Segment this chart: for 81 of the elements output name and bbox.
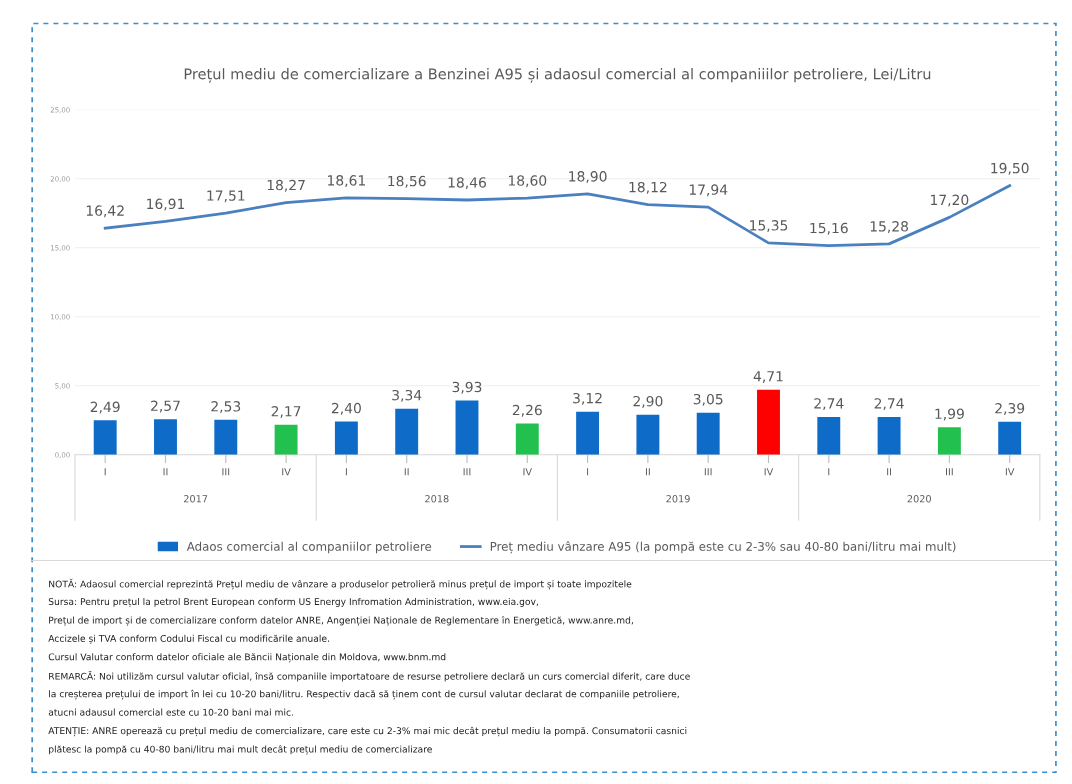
x-tick-label: I bbox=[828, 468, 830, 476]
x-tick-label: II bbox=[404, 468, 409, 476]
x-tick-label: III bbox=[704, 468, 712, 476]
x-tick-label: III bbox=[463, 468, 471, 476]
text: plătesc la pompă cu 40-80 bani/litru mai mult decât prețul mediu de comercializare bbox=[49, 745, 432, 755]
x-tick-label: IV bbox=[1005, 468, 1015, 476]
data-label: 17,20 bbox=[931, 194, 969, 207]
bar bbox=[998, 421, 1022, 455]
x-tick-label: III bbox=[946, 468, 953, 476]
x-tick-label: I bbox=[104, 468, 106, 476]
data-label: 3,34 bbox=[392, 389, 422, 402]
text: ATENȚIE: ANRE operează cu prețul mediu de comercializare, care este cu 2-3% mai mic decât prețul mediu la pompă. Consumatorii casnici bbox=[48, 726, 687, 737]
data-label: 18,90 bbox=[569, 171, 607, 184]
data-label: 2,40 bbox=[331, 402, 361, 415]
x-tick-label: II bbox=[645, 468, 650, 476]
text: Sursa: Pentru prețul la petrol Brent European conform US Energy Infromation Administration, www.eia.gov, bbox=[48, 597, 538, 608]
x-tick-label: I bbox=[587, 468, 589, 476]
data-label: 18,12 bbox=[629, 181, 667, 194]
data-label: 18,46 bbox=[448, 177, 486, 190]
data-label: 3,12 bbox=[573, 392, 602, 405]
legend-label: Preț mediu vânzare A95 (la pompă este cu 2-3% sau 40-80 bani/litru mai mult) bbox=[490, 541, 956, 554]
bar bbox=[274, 424, 298, 455]
data-label: 15,28 bbox=[870, 221, 909, 233]
x-tick-label: III bbox=[222, 468, 230, 476]
bar bbox=[636, 414, 660, 455]
text: la creșterea prețului de import în lei cu 10-20 bani/litru. Respectiv dacă să ținem cont de cursul valutar declarat de companiile petroliere, bbox=[49, 689, 679, 700]
data-label: 2,90 bbox=[633, 395, 663, 408]
text: Prețul de import și de comercializare conform datelor ANRE, Angenției Naționale de Reglementare în Energetică, www.anre.md, bbox=[49, 616, 633, 626]
data-label: 3,93 bbox=[452, 381, 482, 394]
bar bbox=[395, 408, 419, 455]
text: REMARCĂ: Noi utilizăm cursul valutar oficial, însă companiile importatoare de resurse petroliere declară un curs comercial diferit, care duce bbox=[49, 670, 690, 682]
bar bbox=[93, 420, 117, 455]
data-label: 18,60 bbox=[508, 175, 547, 188]
bar bbox=[757, 389, 780, 455]
text: NOTĂ: Adaosul comercial reprezintă Prețul mediu de vânzare a produselor petrolieră minus prețul de import și toate impozitele bbox=[49, 578, 632, 590]
bar bbox=[334, 421, 358, 455]
data-label: 2,26 bbox=[512, 404, 542, 417]
text: 2019 bbox=[666, 495, 690, 503]
data-label: 18,56 bbox=[388, 175, 426, 188]
bar bbox=[576, 411, 600, 455]
data-label: 16,91 bbox=[147, 198, 185, 211]
data-label: 16,42 bbox=[86, 205, 124, 218]
x-tick-label: II bbox=[163, 468, 168, 476]
data-label: 15,35 bbox=[750, 220, 788, 233]
x-tick-label: IV bbox=[282, 468, 291, 476]
data-label: 2,39 bbox=[995, 402, 1025, 415]
bar bbox=[455, 400, 479, 455]
data-label: 4,71 bbox=[753, 371, 783, 383]
data-label: 18,27 bbox=[267, 179, 305, 192]
data-label: 2,57 bbox=[151, 400, 180, 413]
data-label: 15,16 bbox=[810, 222, 848, 235]
data-label: 2,74 bbox=[814, 398, 844, 411]
data-label: 1,99 bbox=[935, 408, 964, 421]
x-tick-label: I bbox=[345, 468, 347, 476]
x-tick-label: II bbox=[887, 468, 891, 476]
data-label: 2,74 bbox=[874, 398, 904, 411]
bar bbox=[877, 416, 901, 455]
data-label: 17,51 bbox=[207, 190, 245, 203]
legend-label: Adaos comercial al companiilor petroliere bbox=[186, 541, 432, 554]
data-label: 2,53 bbox=[211, 401, 241, 413]
bar bbox=[154, 419, 177, 455]
bar bbox=[937, 427, 961, 455]
data-label: 18,61 bbox=[328, 175, 365, 188]
x-tick-label: IV bbox=[764, 468, 774, 476]
bar bbox=[214, 419, 238, 455]
bar bbox=[515, 423, 539, 455]
x-tick-label: IV bbox=[523, 468, 532, 476]
bar bbox=[817, 416, 841, 455]
data-label: 2,49 bbox=[90, 401, 120, 414]
text: 2020 bbox=[907, 495, 931, 503]
data-label: 3,05 bbox=[693, 393, 723, 406]
text: atucni adausul comercial este cu 10-20 bani mai mic. bbox=[48, 708, 293, 716]
data-label: 2,17 bbox=[271, 406, 301, 418]
data-label: 19,50 bbox=[991, 162, 1029, 175]
text: Accizele și TVA conform Codului Fiscal cu modificările anuale. bbox=[48, 634, 329, 644]
text: 2018 bbox=[425, 495, 449, 503]
text: 2017 bbox=[183, 495, 208, 503]
chart-title: Prețul mediu de comercializare a Benzinei A95 și adaosul comercial al companiiilor petroliere, Lei/Litru bbox=[184, 68, 931, 83]
text: Cursul Valutar conform datelor oficiale ale Băncii Naționale din Moldova, www.bnm.md bbox=[48, 653, 446, 663]
data-label: 17,94 bbox=[689, 184, 728, 197]
bar bbox=[696, 412, 720, 455]
